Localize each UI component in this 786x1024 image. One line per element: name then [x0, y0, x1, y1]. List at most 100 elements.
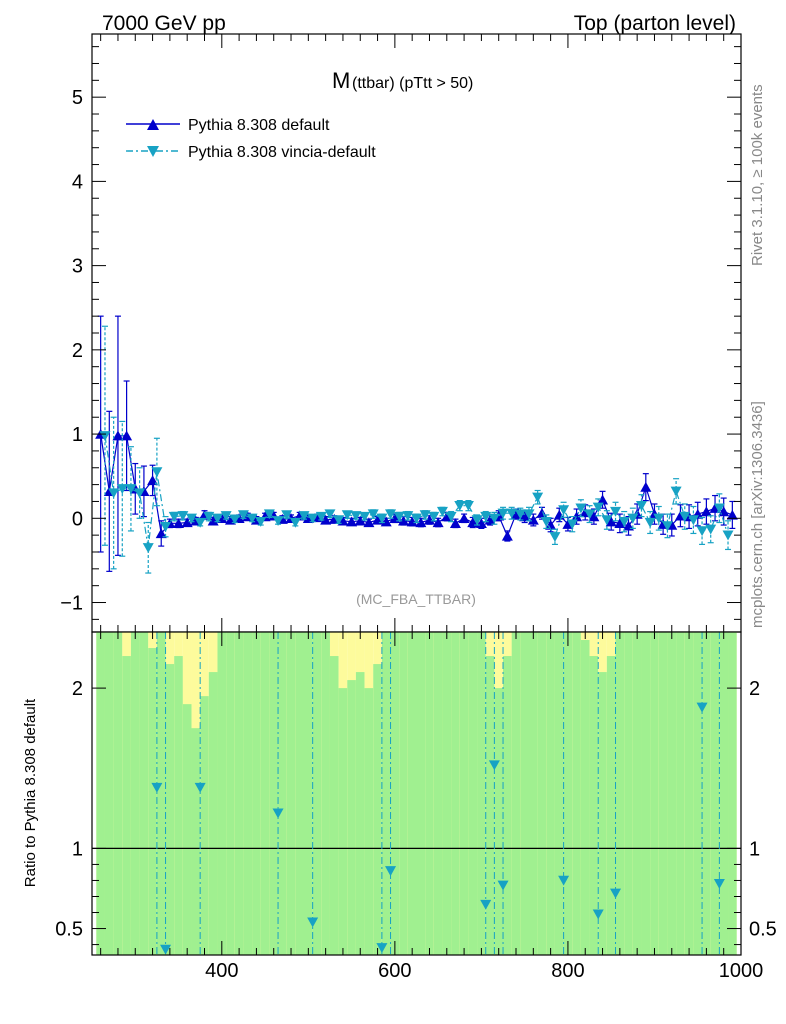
data-point: [255, 516, 267, 527]
ratio-y-tick-labels: 0.5 0.5 1 1 2 2: [55, 678, 777, 940]
data-point: [359, 511, 371, 522]
ratio-data-point: [696, 702, 708, 713]
data-point: [160, 522, 172, 532]
ratio-data-point: [713, 878, 725, 889]
data-point: [186, 513, 198, 524]
data-point: [527, 514, 539, 525]
ratio-plot-frame: [91, 631, 742, 956]
ratio-band-inner: [615, 632, 625, 955]
data-point: [155, 528, 167, 539]
ratio-band-inner: [546, 632, 555, 955]
data-point: [229, 514, 241, 525]
plot-title-sub: (ttbar) (pTtt > 50): [352, 75, 473, 92]
plot-title-main: M: [332, 68, 350, 93]
data-point: [436, 506, 448, 517]
ratio-band-inner: [139, 632, 149, 955]
data-point: [402, 511, 414, 521]
ratio-band-inner: [667, 632, 677, 955]
ratio-band-inner: [338, 688, 348, 955]
ratio-band-inner: [528, 632, 538, 955]
data-point: [532, 492, 544, 503]
ratio-y-tick-label-right: 0.5: [749, 919, 777, 941]
main-y-tick-label: 4: [72, 171, 83, 193]
data-point: [181, 517, 193, 528]
ratio-band-inner: [286, 632, 296, 955]
data-point: [523, 509, 535, 520]
ratio-band-inner: [364, 688, 374, 955]
ratio-band-inner: [234, 632, 244, 955]
main-y-tick-label: 3: [72, 256, 83, 278]
ratio-series-vincia: [151, 632, 725, 955]
ratio-band-inner: [425, 632, 434, 955]
data-point: [696, 526, 708, 537]
data-point: [415, 517, 427, 528]
data-point: [540, 516, 552, 527]
ratio-y-tick-label-right: 2: [749, 678, 760, 700]
ratio-band-inner: [710, 632, 720, 955]
ratio-band-inner: [156, 632, 166, 955]
data-point: [497, 508, 509, 519]
main-y-tick-labels: −1 0 1 2 3 4 5: [60, 87, 83, 614]
data-point: [588, 511, 600, 522]
data-point: [177, 511, 189, 521]
rivet-side-label: Rivet 3.1.10, ≥ 100k events: [749, 84, 766, 266]
ratio-panel: 0.5 0.5 1 1 2 2 400 600 800 1000: [55, 631, 777, 982]
data-point: [601, 515, 613, 526]
ratio-band-inner: [278, 632, 287, 955]
x-tick-labels: 400 600 800 1000: [205, 960, 763, 982]
ratio-data-point: [592, 909, 604, 920]
ratio-band-inner: [407, 632, 417, 955]
x-tick-label: 800: [551, 960, 584, 982]
data-point: [121, 430, 133, 441]
ratio-axis-ticks: [92, 632, 742, 955]
ratio-band-inner: [113, 632, 123, 955]
ratio-y-tick-label: 2: [72, 678, 83, 700]
data-point: [488, 513, 500, 524]
ratio-band-inner: [252, 632, 261, 955]
ratio-band-inner: [477, 632, 486, 955]
data-point: [108, 488, 120, 499]
data-point: [203, 511, 215, 522]
data-point: [324, 509, 336, 520]
header-left-label: 7000 GeV pp: [102, 12, 226, 35]
header-right-label: Top (parton level): [574, 12, 736, 35]
data-point: [134, 488, 146, 499]
data-point: [168, 511, 180, 522]
x-tick-label: 600: [378, 960, 411, 982]
main-y-tick-label: 1: [72, 424, 83, 446]
data-point: [610, 506, 622, 517]
ratio-band-inner: [416, 632, 426, 955]
data-point: [592, 502, 604, 513]
data-point: [173, 518, 185, 529]
ratio-data-point: [194, 782, 206, 793]
data-point: [449, 518, 461, 529]
data-point: [726, 509, 738, 520]
data-point: [679, 511, 691, 522]
data-point: [635, 500, 647, 511]
ratio-band-inner: [451, 632, 460, 955]
data-point: [545, 519, 557, 530]
data-point: [354, 515, 366, 526]
data-point: [142, 543, 154, 553]
data-point: [597, 494, 609, 505]
data-point: [350, 511, 362, 521]
ratio-band-inner: [728, 632, 737, 955]
ratio-band-inner: [243, 632, 253, 955]
data-point: [298, 511, 310, 521]
data-point: [194, 517, 206, 528]
data-point: [411, 513, 422, 524]
x-tick-label: 1000: [719, 960, 764, 982]
ratio-band-inner: [624, 632, 633, 955]
ratio-data-point: [307, 917, 319, 928]
ratio-data-point: [385, 866, 397, 877]
data-point: [385, 509, 397, 520]
ratio-y-tick-label: 0.5: [55, 919, 83, 941]
data-point: [571, 511, 583, 522]
ratio-band-inner: [650, 632, 659, 955]
ratio-band-inner: [520, 632, 529, 955]
main-panel: −1 0 1 2 3 4 5 M (ttbar) (pTtt > 50) (MC_FBA_T…: [60, 33, 742, 633]
data-point: [289, 517, 301, 528]
data-point: [713, 503, 725, 514]
legend-label-vincia: Pythia 8.308 vincia-default: [188, 144, 376, 161]
